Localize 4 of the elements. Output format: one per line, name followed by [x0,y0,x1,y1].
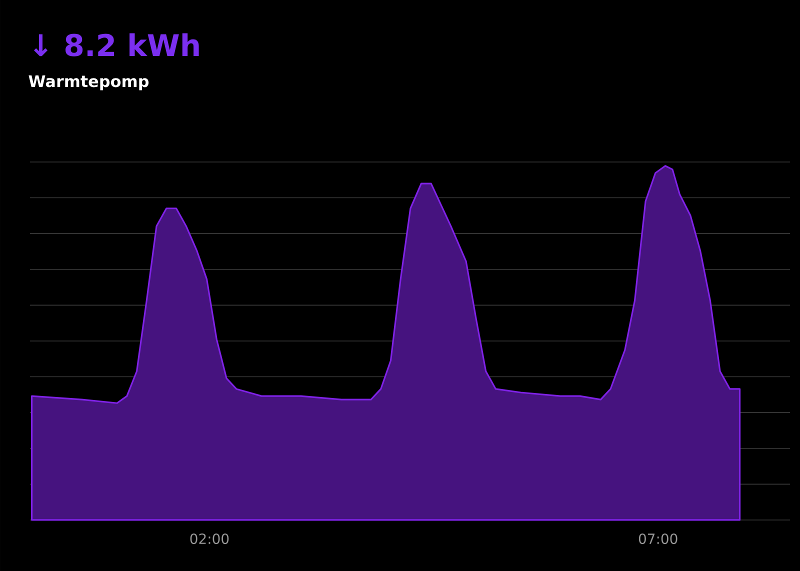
chart-title: ↓ 8.2 kWh [34,33,199,56]
x-tick-label: 07:00 [638,533,678,544]
x-tick-label: 02:00 [190,533,229,544]
chart-subtitle: Warmtepomp [28,75,149,90]
